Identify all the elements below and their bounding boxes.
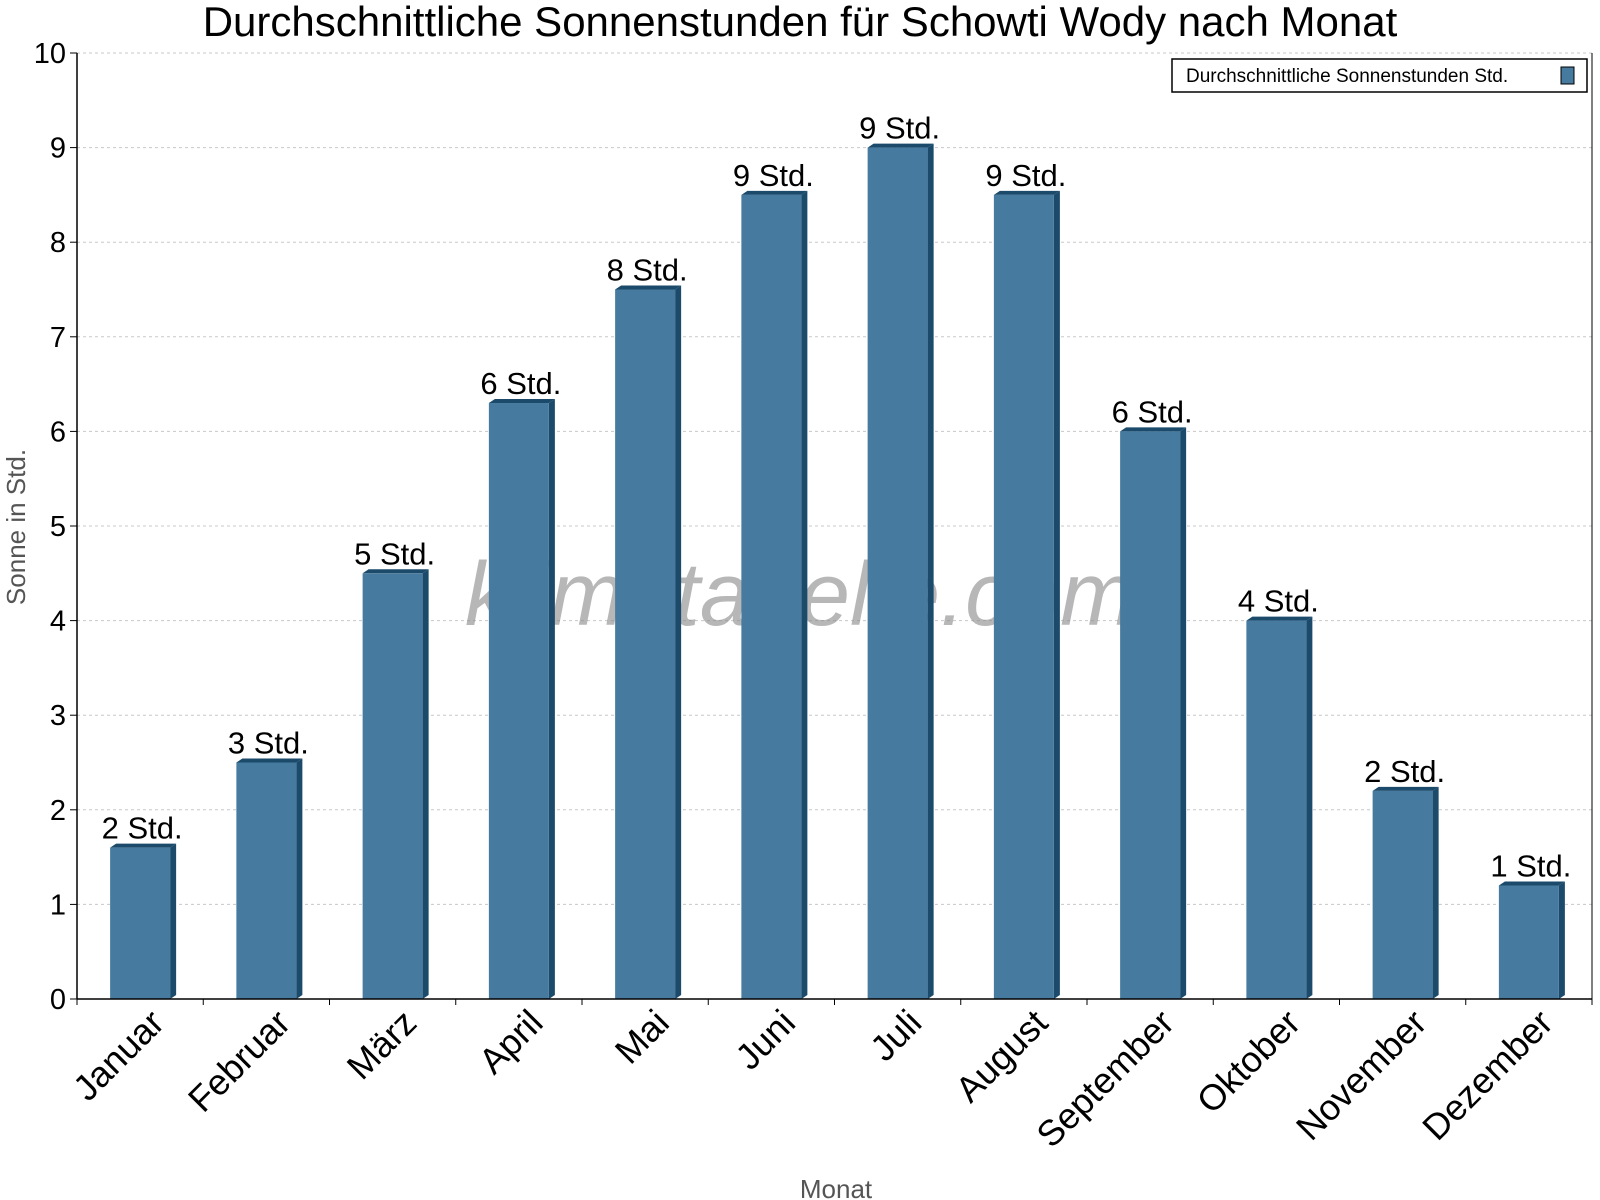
bar-data-label: 1 Std.: [1490, 848, 1571, 883]
legend: Durchschnittliche Sonnenstunden Std.: [1171, 58, 1588, 93]
bar-data-label: 2 Std.: [102, 811, 183, 846]
bar-top: [993, 190, 1060, 195]
bar-side: [548, 399, 555, 999]
bar: [993, 194, 1054, 999]
chart-title: Durchschnittliche Sonnenstunden für Scho…: [203, 0, 1398, 45]
bar-data-label: 6 Std.: [480, 366, 561, 401]
y-tick-label: 8: [50, 227, 66, 259]
x-tick-label: Oktober: [1188, 1002, 1308, 1122]
bar-data-label: 8 Std.: [607, 253, 688, 288]
x-tick-label: Juli: [862, 1002, 929, 1069]
bar: [1120, 431, 1181, 999]
y-tick-labels: 0 1 2 3 4 5 6 7 8 9 10: [34, 38, 66, 1016]
bar: [1246, 620, 1307, 999]
bar: [1372, 790, 1433, 999]
y-tick-label: 10: [34, 38, 66, 70]
bar-side: [675, 285, 682, 999]
y-tick-label: 7: [50, 322, 66, 354]
bar-side: [1558, 881, 1565, 999]
bar-side: [170, 843, 177, 999]
bar-top: [362, 569, 429, 574]
bar-top: [1498, 881, 1565, 886]
y-tick-label: 0: [50, 984, 66, 1016]
bar-data-label: 5 Std.: [354, 536, 435, 571]
x-axis-title: Monat: [800, 1174, 873, 1200]
bar: [488, 403, 549, 999]
x-tick-labels: Januar Februar März April Mai Juni Juli AugustS…: [65, 1002, 1561, 1156]
bar-data-label: 9 Std.: [859, 111, 940, 146]
legend-label: Durchschnittliche Sonnenstunden Std.: [1186, 66, 1508, 87]
bar-top: [1372, 786, 1439, 791]
bar-top: [615, 285, 682, 290]
bar-top: [236, 758, 303, 763]
bar-side: [1053, 190, 1060, 999]
y-axis-title: Sonne in Std.: [1, 449, 31, 605]
bar-side: [1432, 786, 1439, 999]
bar-top: [1246, 616, 1313, 621]
y-tick-label: 9: [50, 133, 66, 165]
x-tick-label: Februar: [180, 1002, 298, 1120]
x-tick-label: September: [1028, 1002, 1182, 1156]
bar-data-label: 4 Std.: [1238, 584, 1319, 619]
bar-data-label: 2 Std.: [1364, 754, 1445, 789]
x-tick-label: Mai: [607, 1002, 677, 1072]
bar: [236, 762, 297, 999]
y-tick-label: 5: [50, 511, 66, 543]
bars: 2 Std. 3 Std. 5 Std. 6 Std. 8 Std. 9 Std. 9 St…: [102, 111, 1571, 1000]
bar: [110, 847, 171, 999]
bar: [615, 289, 676, 999]
bar: [867, 147, 928, 1000]
bar: [741, 194, 802, 999]
axes: [70, 52, 1593, 1005]
bar-data-label: 3 Std.: [228, 726, 309, 761]
bar-side: [1180, 427, 1187, 999]
bar-top: [867, 143, 934, 148]
bar-top: [1120, 427, 1187, 432]
y-tick-label: 4: [50, 606, 66, 638]
x-tick-label: April: [471, 1002, 551, 1082]
x-tick-label: März: [339, 1002, 425, 1088]
legend-swatch: [1560, 66, 1575, 85]
bar-top: [488, 399, 555, 404]
bar-top: [741, 190, 808, 195]
x-tick-label: August: [947, 1002, 1055, 1110]
bar-side: [801, 190, 808, 999]
bar-side: [927, 143, 934, 1000]
bar: [1498, 885, 1559, 999]
x-tick-label: November: [1288, 1002, 1434, 1148]
x-tick-label: Juni: [727, 1002, 803, 1078]
y-tick-label: 1: [50, 889, 66, 921]
bar-data-label: 9 Std.: [985, 158, 1066, 193]
bar-side: [1306, 616, 1313, 999]
y-tick-label: 6: [50, 416, 66, 448]
y-tick-label: 3: [50, 700, 66, 732]
gridlines: [77, 52, 1592, 905]
bar-data-label: 9 Std.: [733, 158, 814, 193]
bar-side: [296, 758, 303, 999]
bar-top: [110, 843, 177, 848]
legend-box: [1171, 58, 1588, 93]
bar: [362, 573, 423, 999]
x-tick-label: Januar: [65, 1002, 172, 1109]
bar-data-label: 6 Std.: [1112, 394, 1193, 429]
bar-side: [422, 569, 429, 999]
y-tick-label: 2: [50, 795, 66, 827]
x-tick-label: Dezember: [1414, 1002, 1560, 1148]
